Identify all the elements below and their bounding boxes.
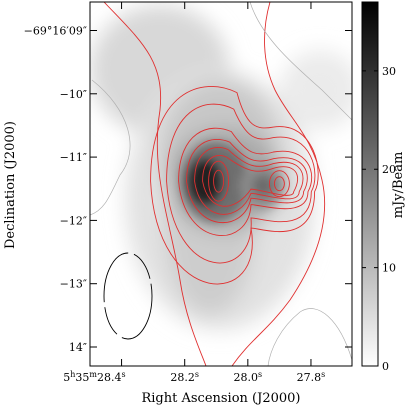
y-tick-labels: −69°16′09″ −10″ −11″ −12″ −13″ 14″: [24, 24, 87, 354]
contour-level: [150, 86, 319, 285]
x-tick-label: 5h35m28.4s: [63, 370, 125, 385]
contour-peak-primary: [208, 160, 230, 202]
y-tick-label: −13″: [60, 278, 87, 291]
colorbar-tick-label: 10: [382, 262, 396, 275]
y-tick-label: −69°16′09″: [24, 24, 87, 37]
frame-ticks: [90, 2, 352, 366]
contour-peak-primary: [213, 169, 225, 193]
x-tick-labels: 5h35m28.4s 28.2s 28.0s 27.8s: [63, 370, 325, 385]
contour-level: [178, 127, 313, 236]
colorbar-title: mJy/Beam: [391, 152, 406, 219]
colorbar-tick-label: 20: [382, 163, 396, 176]
beam-ellipse: [103, 252, 153, 340]
y-axis-title: Declination (J2000): [3, 121, 18, 249]
contour-level: [166, 103, 316, 264]
contour-outer: [103, 2, 326, 366]
contour-peak-secondary: [268, 170, 290, 198]
contour-level: [194, 147, 304, 215]
y-tick-label: 14″: [69, 341, 87, 354]
x-tick-label: 28.0s: [234, 370, 263, 385]
x-tick-label: 28.2s: [170, 370, 199, 385]
y-tick-label: −11″: [60, 151, 87, 164]
contour-peak-secondary: [273, 176, 285, 192]
contour-low: [249, 2, 352, 121]
colorbar-tick-label: 0: [382, 360, 389, 373]
colorbar-ticks: 0 10 20 30: [362, 65, 396, 373]
intensity-image: [90, 2, 352, 366]
contour-level: [202, 155, 299, 207]
x-tick-label: 27.8s: [297, 370, 326, 385]
contour-low: [267, 308, 352, 366]
contour-low: [90, 79, 131, 216]
colorbar-tick-label: 30: [382, 65, 396, 78]
x-axis-title: Right Ascension (J2000): [141, 391, 300, 406]
outer-contour-lines: [90, 2, 352, 366]
y-tick-label: −10″: [60, 88, 87, 101]
colorbar: [361, 1, 379, 367]
contour-lines: [103, 2, 326, 366]
y-tick-label: −12″: [60, 214, 87, 227]
plot-frame: [89, 1, 353, 367]
contour-level: [186, 139, 308, 223]
